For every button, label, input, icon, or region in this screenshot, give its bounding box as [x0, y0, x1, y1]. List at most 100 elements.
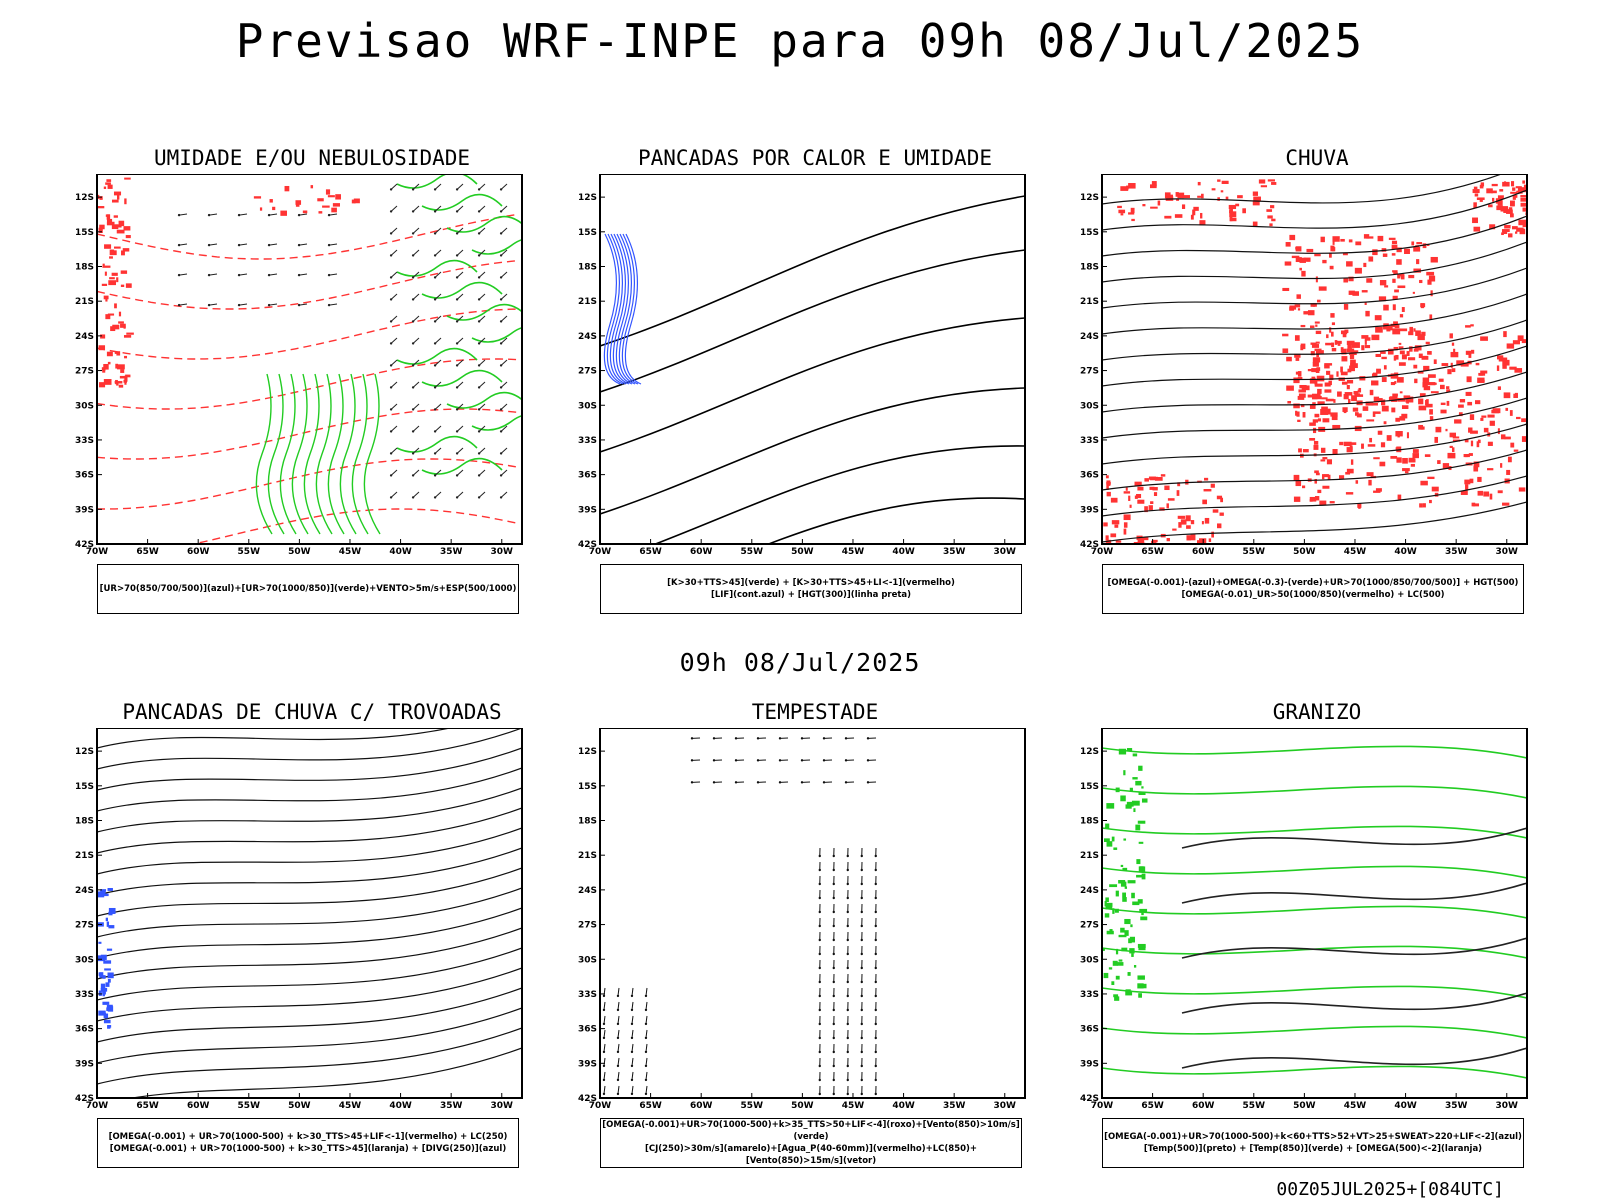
lon-label: 35W	[440, 547, 463, 557]
streamline	[97, 847, 522, 896]
country-border	[560, 959, 580, 1005]
wind-vector-head	[874, 868, 877, 872]
wind-vector-head	[433, 474, 437, 477]
field-speck	[1406, 351, 1410, 357]
wind-vector	[456, 227, 464, 234]
wind-vector	[631, 1057, 634, 1066]
field-speck	[1386, 325, 1393, 331]
field-speck	[1396, 259, 1402, 265]
field-speck	[1449, 333, 1453, 339]
field-speck	[1133, 808, 1136, 813]
field-speck	[1326, 459, 1333, 465]
field-speck	[1341, 356, 1348, 362]
map-trovoadas: 12S 15S 18S 21S 24S 27S 30S 33S 36S 39S 42S 70W 65W 6…	[57, 727, 527, 1118]
field-speck	[1340, 238, 1345, 242]
wind-vector-head	[846, 910, 849, 914]
field-speck	[1137, 486, 1144, 491]
field-speck	[1141, 786, 1144, 789]
lat-label: 36S	[1080, 1025, 1099, 1035]
wind-vector-head	[800, 781, 804, 784]
field-speck	[1312, 361, 1319, 367]
field-speck	[318, 211, 323, 214]
field-speck	[1110, 497, 1118, 503]
lon-label: 50W	[791, 1101, 814, 1111]
field-speck	[1314, 478, 1318, 484]
field-speck	[1293, 403, 1300, 409]
wind-vector-head	[411, 430, 415, 433]
field-speck	[1109, 884, 1118, 888]
field-speck	[109, 249, 115, 256]
field-speck	[1383, 365, 1387, 370]
field-speck	[1427, 374, 1436, 378]
streamline	[97, 728, 454, 749]
field-speck	[1313, 440, 1319, 445]
field-speck	[1406, 432, 1409, 439]
field-speck	[1312, 357, 1321, 363]
field-speck	[111, 199, 119, 203]
field-speck	[1359, 376, 1366, 381]
contour-label: 585	[1062, 213, 1079, 222]
wind-vector-head	[860, 1050, 863, 1054]
field-speck	[1115, 787, 1120, 793]
field-speck	[1136, 874, 1144, 878]
field-speck	[322, 205, 330, 208]
lat-label: 27S	[75, 367, 94, 377]
field-speck	[1309, 422, 1316, 426]
field-speck	[1435, 426, 1442, 433]
field-speck	[1477, 490, 1484, 496]
field-speck	[1396, 457, 1402, 463]
field-speck	[1364, 339, 1367, 345]
field-speck	[1459, 399, 1466, 403]
field-speck	[1413, 458, 1416, 463]
field-speck	[1427, 279, 1432, 285]
field-speck	[105, 982, 110, 987]
wind-vector-head	[874, 952, 877, 956]
field-speck	[104, 244, 112, 249]
wind-vector-head	[477, 298, 481, 301]
field-speck	[124, 198, 127, 205]
field-speck	[1460, 362, 1469, 367]
field-speck	[1131, 218, 1135, 222]
field-speck	[1422, 377, 1430, 384]
wind-vector-head	[846, 882, 849, 886]
field-speck	[1291, 255, 1300, 259]
field-speck	[1325, 342, 1333, 346]
field-speck	[1353, 391, 1359, 395]
field-speck	[1392, 397, 1399, 400]
field-speck	[1314, 254, 1321, 257]
wind-vector-head	[455, 496, 459, 499]
wind-vector-head	[237, 303, 241, 307]
field-speck	[1346, 348, 1355, 353]
lat-label: 24S	[578, 332, 597, 342]
wind-vector	[390, 337, 398, 344]
field-speck	[1123, 838, 1127, 841]
wind-vector-head	[734, 781, 738, 784]
field-speck	[1271, 182, 1277, 185]
wind-vector-head	[832, 938, 835, 942]
field-speck	[1392, 295, 1398, 300]
wind-vector-head	[411, 452, 415, 455]
field-speck	[1469, 414, 1475, 420]
wind-vector-head	[846, 896, 849, 900]
legend-line: [K>30+TTS>45](verde) + [K>30+TTS>45+LI<-…	[667, 578, 955, 588]
field-speck	[1399, 416, 1406, 421]
lat-label: 42S	[578, 540, 597, 550]
wind-vector	[434, 447, 442, 454]
lat-label: 24S	[75, 886, 94, 896]
field-speck	[1481, 415, 1487, 418]
field-speck	[253, 196, 262, 199]
field-speck	[1447, 369, 1452, 375]
field-speck	[1252, 221, 1258, 227]
field-speck	[98, 972, 102, 976]
wind-vector	[434, 403, 442, 410]
field-speck	[1343, 394, 1349, 400]
wind-vector	[434, 315, 442, 322]
field-speck	[1355, 394, 1364, 397]
field-speck	[269, 199, 273, 203]
field-speck	[1420, 480, 1428, 486]
field-speck	[1229, 211, 1237, 218]
wind-vector	[390, 183, 398, 190]
field-speck	[1271, 218, 1276, 222]
wind-vector	[500, 469, 508, 476]
legend-tempestade: [OMEGA(-0.001)+UR>70(1000-500)+k>35_TTS>…	[600, 1118, 1022, 1168]
